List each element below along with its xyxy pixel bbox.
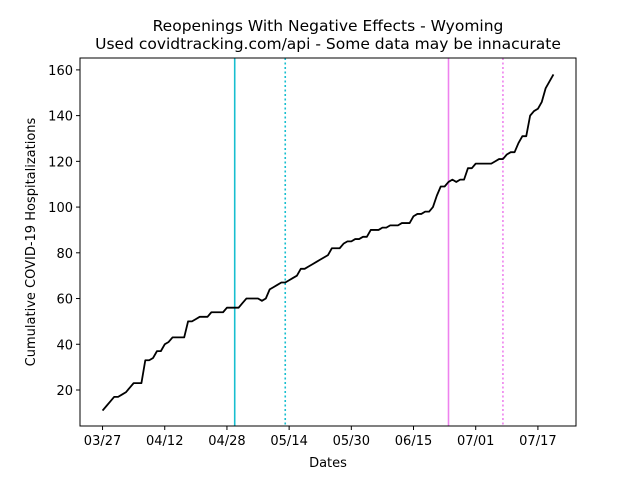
y-tick-label: 120 [48,155,73,170]
y-tick-label: 80 [56,247,73,262]
y-tick-label: 40 [56,338,73,353]
x-tick-label: 03/27 [84,434,121,449]
y-tick-label: 160 [48,64,73,79]
x-tick-label: 06/15 [395,434,432,449]
y-tick-label: 100 [48,201,73,216]
plot-frame [79,57,577,427]
x-tick-label: 05/30 [333,434,370,449]
x-tick-label: 07/17 [519,434,556,449]
y-axis-label: Cumulative COVID-19 Hospitalizations [24,117,39,366]
x-tick-label: 07/01 [457,434,494,449]
x-tick-label: 05/14 [270,434,307,449]
x-tick-label: 04/28 [208,434,245,449]
y-tick-label: 20 [56,384,73,399]
chart-title: Reopenings With Negative Effects - Wyomi… [153,17,504,35]
y-tick-label: 60 [56,293,73,308]
data-line [101,74,555,412]
x-tick-label: 04/12 [146,434,183,449]
y-tick-label: 140 [48,110,73,125]
chart-subtitle: Used covidtracking.com/api - Some data m… [95,35,561,53]
x-axis-label: Dates [309,456,347,471]
